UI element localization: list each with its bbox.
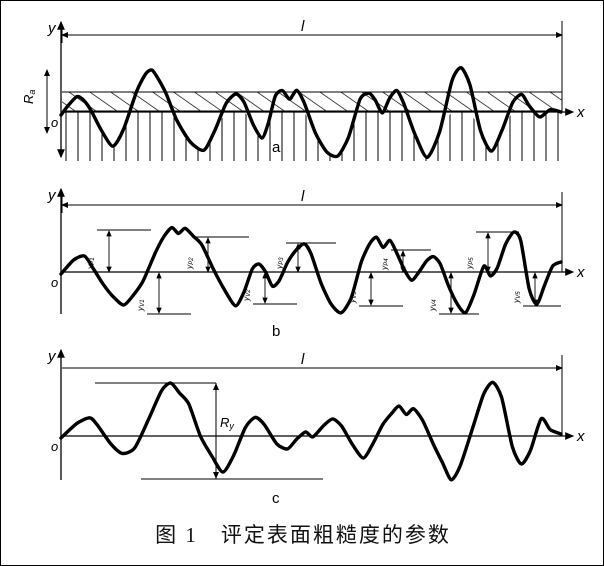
svg-text:y: y: [47, 348, 57, 365]
svg-text:b: b: [272, 323, 280, 340]
svg-text:l: l: [301, 188, 305, 205]
svg-text:yP4: yP4: [379, 258, 390, 271]
svg-text:o: o: [51, 115, 58, 130]
svg-text:x: x: [576, 264, 585, 281]
svg-text:yP2: yP2: [184, 257, 195, 270]
svg-text:y: y: [47, 20, 57, 37]
svg-text:a: a: [272, 139, 281, 156]
svg-text:y: y: [47, 187, 57, 204]
svg-text:x: x: [576, 428, 585, 445]
svg-text:Ry: Ry: [220, 415, 234, 431]
svg-text:l: l: [301, 351, 305, 368]
svg-text:yP3: yP3: [274, 257, 285, 270]
svg-text:yV3: yV3: [347, 291, 358, 304]
svg-text:yV1: yV1: [135, 299, 146, 312]
svg-text:yP5: yP5: [464, 257, 475, 270]
svg-text:o: o: [51, 439, 58, 454]
svg-text:o: o: [51, 275, 58, 290]
svg-text:c: c: [272, 490, 280, 507]
svg-text:x: x: [576, 104, 585, 121]
svg-text:Ra: Ra: [21, 90, 37, 104]
svg-text:yV4: yV4: [427, 299, 438, 312]
svg-text:l: l: [301, 18, 305, 35]
svg-text:yV5: yV5: [511, 291, 522, 304]
